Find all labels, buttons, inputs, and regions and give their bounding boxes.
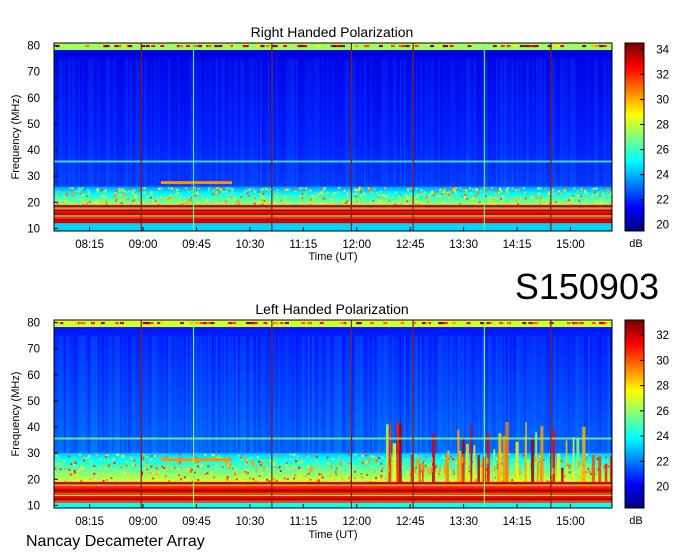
colorbar-tick-label: 24 xyxy=(656,431,669,443)
colorbar-tick-label: 30 xyxy=(656,94,669,106)
y-tick-label: 60 xyxy=(27,370,40,382)
x-tick-label: 13:30 xyxy=(449,516,478,528)
y-tick-label: 10 xyxy=(27,223,40,235)
right-spectrogram-image xyxy=(54,43,612,231)
x-tick-label: 14:15 xyxy=(503,516,532,528)
x-tick-label: 09:00 xyxy=(129,516,158,528)
y-tick-label: 50 xyxy=(27,396,40,408)
x-tick-label: 12:45 xyxy=(396,516,425,528)
colorbar-tick-label: 26 xyxy=(656,145,669,157)
left-y-axis: 10 20 30 40 50 60 70 80 xyxy=(27,318,58,512)
x-tick-label: 10:30 xyxy=(236,239,265,251)
y-tick-label: 60 xyxy=(27,93,40,105)
colorbar-tick-label: 32 xyxy=(656,330,669,342)
y-tick-label: 30 xyxy=(27,171,40,183)
x-tick-label: 13:30 xyxy=(449,239,478,251)
colorbar-tick-label: 30 xyxy=(656,355,669,367)
left-colorbar-frame xyxy=(624,319,645,509)
colorbar-tick-label: 20 xyxy=(656,482,669,494)
colorbar-tick-label: 24 xyxy=(656,170,669,182)
y-tick-label: 70 xyxy=(27,344,40,356)
right-x-axis-label: Time (UT) xyxy=(308,251,357,263)
y-tick-label: 30 xyxy=(27,448,40,460)
y-tick-label: 80 xyxy=(27,41,40,53)
left-plot-frame xyxy=(53,319,613,509)
left-spectrogram-image xyxy=(54,320,612,508)
right-panel-title: Right Handed Polarization xyxy=(251,24,414,40)
x-tick-label: 09:00 xyxy=(129,239,158,251)
colorbar-tick-label: 34 xyxy=(656,44,669,56)
right-y-axis-label: Frequency (MHz) xyxy=(10,95,22,180)
x-tick-label: 15:00 xyxy=(556,239,585,251)
x-tick-label: 12:00 xyxy=(342,516,371,528)
colorbar-tick-label: 26 xyxy=(656,406,669,418)
x-tick-label: 08:15 xyxy=(75,239,104,251)
x-tick-label: 08:15 xyxy=(75,516,104,528)
footer-caption: Nancay Decameter Array xyxy=(26,533,205,550)
left-colorbar xyxy=(625,320,644,509)
station-label: S150903 xyxy=(515,266,659,307)
right-colorbar-ticks: 20 22 24 26 28 30 32 34 xyxy=(640,44,670,232)
colorbar-tick-label: 28 xyxy=(656,381,669,393)
x-tick-label: 11:15 xyxy=(289,239,317,251)
colorbar-tick-label: 20 xyxy=(656,220,669,232)
y-tick-label: 80 xyxy=(27,318,40,330)
x-tick-label: 10:30 xyxy=(236,516,265,528)
y-tick-label: 20 xyxy=(27,474,40,486)
y-tick-label: 50 xyxy=(27,119,40,131)
y-tick-label: 20 xyxy=(27,197,40,209)
left-colorbar-ticks: 20 22 24 26 28 30 32 xyxy=(640,330,670,494)
y-tick-label: 10 xyxy=(27,500,40,512)
left-panel-title: Left Handed Polarization xyxy=(255,301,408,317)
x-tick-label: 15:00 xyxy=(556,516,585,528)
left-colorbar-label: dB xyxy=(629,515,642,527)
x-tick-label: 14:15 xyxy=(503,239,532,251)
left-y-axis-label: Frequency (MHz) xyxy=(10,372,22,457)
right-colorbar-frame xyxy=(624,42,645,232)
right-colorbar-label: dB xyxy=(629,238,642,250)
left-x-axis-label: Time (UT) xyxy=(308,529,357,541)
colorbar-tick-label: 32 xyxy=(656,69,669,81)
x-tick-label: 09:45 xyxy=(182,239,211,251)
right-y-axis: 10 20 30 40 50 60 70 80 xyxy=(27,41,58,235)
y-tick-label: 70 xyxy=(27,67,40,79)
colorbar-tick-label: 22 xyxy=(656,456,669,468)
x-tick-label: 12:00 xyxy=(342,239,371,251)
left-polarization-panel: Left Handed Polarization 10 20 30 40 50 60 70 8… xyxy=(10,301,670,541)
y-tick-label: 40 xyxy=(27,422,40,434)
colorbar-tick-label: 28 xyxy=(656,119,669,131)
left-x-axis: 08:15 09:00 09:45 10:30 11:15 12:00 12:45 13:30… xyxy=(75,504,585,528)
right-plot-frame xyxy=(53,42,613,232)
x-tick-label: 09:45 xyxy=(182,516,211,528)
right-polarization-panel: Right Handed Polarization 10 20 30 40 50 60 70… xyxy=(10,24,670,263)
x-tick-label: 12:45 xyxy=(396,239,425,251)
y-tick-label: 40 xyxy=(27,145,40,157)
right-colorbar xyxy=(625,43,644,232)
right-x-axis: 08:15 09:00 09:45 10:30 11:15 12:00 12:45 13:30… xyxy=(75,227,585,251)
colorbar-tick-label: 22 xyxy=(656,195,669,207)
x-tick-label: 11:15 xyxy=(289,516,317,528)
